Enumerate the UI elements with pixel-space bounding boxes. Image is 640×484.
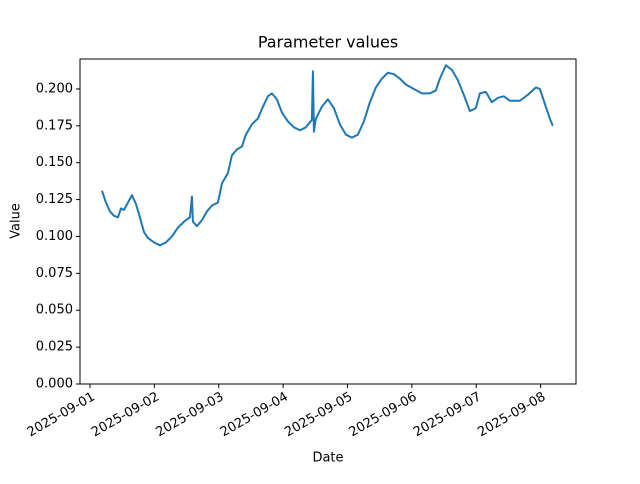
y-tick-label: 0.000	[36, 377, 73, 392]
plot-frame	[79, 58, 577, 385]
y-tick-label: 0.125	[36, 192, 73, 207]
chart-title: Parameter values	[258, 33, 398, 52]
y-tick-label: 0.050	[36, 303, 73, 318]
y-axis-label: Value	[9, 203, 24, 239]
x-tick-label: 2025-09-08	[475, 390, 548, 441]
y-tick-label: 0.025	[36, 340, 73, 355]
y-tick-label: 0.150	[36, 155, 73, 170]
x-tick-label: 2025-09-04	[218, 390, 291, 441]
data-line	[101, 64, 554, 247]
x-tick-label: 2025-09-05	[282, 390, 355, 441]
y-tick-label: 0.100	[36, 229, 73, 244]
x-axis-label: Date	[312, 451, 343, 466]
x-tick-label: 2025-09-07	[411, 390, 484, 441]
x-tick-label: 2025-09-06	[347, 390, 420, 441]
x-tick-label: 2025-09-03	[154, 390, 227, 441]
x-tick-label: 2025-09-02	[89, 390, 162, 441]
x-tick-label: 2025-09-01	[25, 390, 98, 441]
y-tick-label: 0.075	[36, 266, 73, 281]
y-tick-label: 0.200	[36, 81, 73, 96]
y-tick-label: 0.175	[36, 118, 73, 133]
